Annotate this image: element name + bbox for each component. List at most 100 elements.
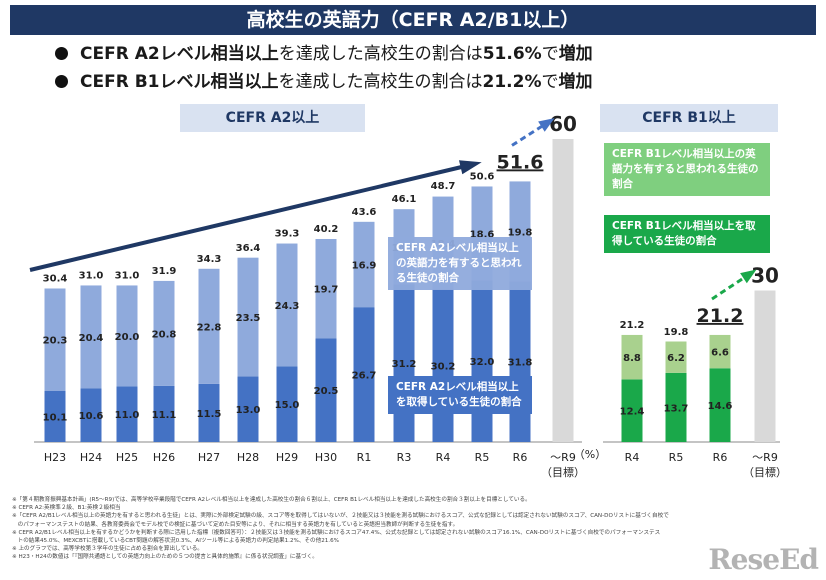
bullet-b1-mid2: で [541, 72, 559, 92]
legend-b1-top: CEFR B1レベル相当以上の英語力を有すると思われる生徒の割合 [604, 143, 770, 196]
a2-bar-bottom [153, 385, 175, 442]
a2-category-label: H27 [198, 451, 220, 464]
a2-category-label: R5 [475, 451, 490, 464]
a2-label-bottom: 11.0 [115, 410, 140, 421]
b1-category-label: R6 [713, 451, 728, 464]
footnote-line: ※ CEFR A2:英検準２級、B1:英検２級相当 [12, 505, 121, 512]
a2-bar-top [315, 238, 337, 339]
b1-label-top: 6.6 [711, 348, 729, 359]
b1-label-top: 6.2 [667, 353, 685, 364]
a2-label-bottom: 13.0 [236, 405, 261, 416]
b1-label-bottom: 13.7 [664, 403, 689, 414]
a2-bar-bottom [198, 383, 220, 442]
a2-label-total: 36.4 [236, 243, 261, 254]
a2-bar-top [353, 221, 375, 308]
footnotes: ※「第４期教育振興基本計画」(R5～R9)では、高等学校卒業段階でCEFR A2… [12, 496, 747, 562]
footnote-line: トの結果45.0%、MEXCBTに搭載しているCBT問題の解答状況0.3%、AI… [12, 538, 339, 545]
bullet-a2-mid2: で [541, 44, 559, 64]
a2-label-total: 46.1 [392, 194, 417, 205]
a2-trend-arrow-head-icon [458, 160, 482, 175]
footnote-line: ※ CEFR A2/B1レベル相当以上を有するかどうかを判断する際に活用した指標… [12, 529, 661, 536]
a2-trend-arrow-line [29, 163, 471, 272]
footnote-line: のパフォーマンステストの結果、各教育委員会でモデル校での検証に基づいて定めた目安… [12, 521, 459, 528]
a2-label-total: 34.3 [197, 254, 222, 265]
legend-a2-bottom: CEFR A2レベル相当以上を取得している生徒の割合 [388, 376, 532, 414]
b1-chart-title: CEFR B1以上 [600, 104, 778, 132]
a2-bar-bottom [353, 307, 375, 442]
b1-target-value: 30 [751, 264, 779, 288]
a2-bar-bottom [116, 386, 138, 442]
a2-bar-top [80, 285, 102, 389]
bullet-b1-middle: を達成した高校生の割合は [278, 72, 483, 92]
b1-bar-bottom [621, 379, 643, 442]
a2-chart-title: CEFR A2以上 [180, 104, 365, 132]
b1-bar-top [709, 334, 731, 369]
a2-bar-bottom [44, 390, 66, 442]
a2-target-arrow-line [511, 121, 548, 147]
a2-label-top: 22.8 [197, 322, 222, 333]
bullet-dot-icon [55, 75, 68, 88]
bullet-b1-suffix: 増加 [558, 72, 593, 92]
b1-target-arrow-line [711, 273, 750, 301]
a2-bar-top [276, 243, 298, 367]
a2-label-bottom: 26.7 [352, 371, 377, 382]
a2-bar-top [198, 268, 220, 384]
a2-category-label: H23 [44, 451, 66, 464]
b1-target-category: ～R9 [752, 451, 778, 464]
a2-label-top: 24.3 [275, 301, 300, 312]
bullet-a2-prefix: CEFR A2レベル相当以上 [80, 44, 279, 64]
a2-label-total: 31.0 [115, 270, 140, 281]
a2-bar-top [153, 280, 175, 386]
a2-category-label: H30 [315, 451, 337, 464]
bullet-a2-middle: を達成した高校生の割合は [278, 44, 483, 64]
summary-bullets: CEFR A2レベル相当以上を達成した高校生の割合は51.6%で増加 CEFR … [55, 40, 593, 96]
a2-bar-bottom [315, 338, 337, 442]
a2-label-top: 20.3 [43, 336, 68, 347]
a2-label-total: 48.7 [431, 181, 456, 192]
a2-label-total: 31.0 [79, 270, 104, 281]
b1-label-bottom: 14.6 [708, 401, 733, 412]
a2-label-bottom: 11.5 [197, 409, 222, 420]
a2-label-top: 19.7 [314, 285, 339, 296]
a2-category-label: R1 [357, 451, 372, 464]
a2-label-total: 50.6 [470, 171, 495, 182]
resed-logo: ReseEd [708, 543, 819, 576]
a2-category-label: R4 [436, 451, 451, 464]
a2-target-category-sub: （目標） [541, 465, 585, 479]
a2-label-bottom: 32.0 [470, 357, 495, 368]
a2-label-top: 20.0 [115, 332, 140, 343]
b1-category-label: R5 [669, 451, 684, 464]
a2-label-bottom: 20.5 [314, 386, 339, 397]
a2-label-bottom: 31.2 [392, 359, 417, 370]
a2-label-total: 30.4 [43, 273, 68, 284]
a2-label-bottom: 30.2 [431, 362, 456, 373]
bullet-a2-suffix: 増加 [558, 44, 593, 64]
a2-label-top: 20.4 [79, 333, 104, 344]
a2-target-category: ～R9 [550, 451, 576, 464]
a2-category-label: H25 [116, 451, 138, 464]
a2-label-total: 51.6 [497, 151, 544, 173]
a2-label-total: 40.2 [314, 224, 339, 235]
a2-category-label: R3 [397, 451, 412, 464]
a2-label-total: 31.9 [152, 266, 177, 277]
b1-bar-top [665, 341, 687, 373]
a2-target-value: 60 [549, 112, 577, 136]
a2-label-bottom: 31.8 [508, 358, 533, 369]
footnote-line: ※ 上のグラフでは、高等学校第３学年の生徒に占める割合を算出している。 [12, 546, 203, 553]
b1-label-top: 8.8 [623, 353, 641, 364]
a2-bar-top [44, 288, 66, 391]
b1-bar-bottom [709, 368, 731, 442]
b1-label-total: 21.2 [697, 305, 744, 327]
a2-target-arrow-head-icon [538, 118, 555, 132]
bullet-a2-value: 51.6% [482, 44, 542, 64]
a2-category-label: H29 [276, 451, 298, 464]
bullet-b1-value: 21.2% [482, 72, 542, 92]
a2-label-top: 20.8 [152, 329, 177, 340]
unit-label: （%） [574, 448, 606, 461]
b1-category-label: R4 [625, 451, 640, 464]
a2-category-label: H26 [153, 451, 175, 464]
a2-category-label: H28 [237, 451, 259, 464]
b1-label-total: 21.2 [620, 320, 645, 331]
footnote-line: ※ H23・H24の数値は「『国際共通語としての英語力向上のための５つの提言と具… [12, 554, 318, 561]
b1-target-arrow-head-icon [740, 269, 757, 284]
